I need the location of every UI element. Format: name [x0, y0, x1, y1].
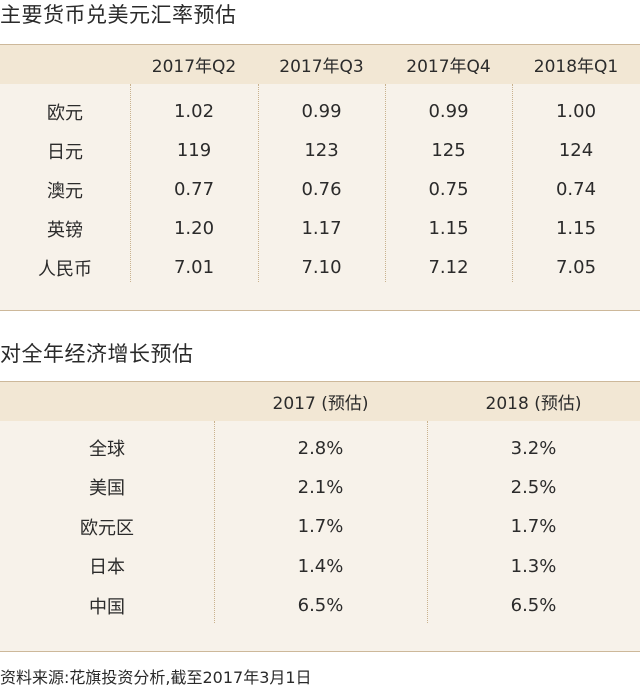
table-cell: 0.74 — [555, 179, 597, 200]
gdp-forecast-table: 2017 (预估) 2018 (预估) 全球 2.8% 3.2% 美国 2.1%… — [0, 381, 640, 652]
table-cell: 1.17 — [301, 218, 342, 239]
table-cell: 1.20 — [173, 218, 215, 239]
fx-column-divider — [258, 84, 259, 282]
table-cell: 1.00 — [555, 101, 597, 122]
region-label: 日本 — [89, 557, 125, 579]
gdp-header-2017: 2017 (预估) — [272, 394, 369, 415]
table-cell: 2.8% — [297, 437, 344, 459]
fx-table-header: 2017年Q2 2017年Q3 2017年Q4 2018年Q1 — [0, 45, 640, 84]
currency-label: 英镑 — [47, 219, 83, 241]
gdp-section-title: 对全年经济增长预估 — [0, 342, 194, 366]
table-cell: 125 — [431, 140, 466, 161]
fx-header-2018q1: 2018年Q1 — [533, 57, 619, 77]
table-row: 日本 1.4% 1.3% — [0, 547, 640, 586]
gdp-table-header: 2017 (预估) 2018 (预估) — [0, 382, 640, 422]
region-label: 欧元区 — [80, 517, 134, 539]
fx-header-2017q3: 2017年Q3 — [279, 57, 364, 77]
region-label: 美国 — [89, 478, 125, 500]
gdp-table-body: 全球 2.8% 3.2% 美国 2.1% 2.5% 欧元区 1.7% 1.7% … — [0, 421, 640, 625]
fx-forecast-table: 2017年Q2 2017年Q3 2017年Q4 2018年Q1 欧元 1.02 … — [0, 44, 640, 311]
fx-section-title: 主要货币兑美元汇率预估 — [0, 3, 237, 27]
table-cell: 0.75 — [428, 179, 469, 200]
currency-label: 人民币 — [38, 258, 92, 280]
table-cell: 7.01 — [173, 257, 215, 278]
fx-column-divider — [130, 84, 131, 282]
table-row: 英镑 1.20 1.17 1.15 1.15 — [0, 209, 640, 248]
gdp-header-2018: 2018 (预估) — [485, 394, 582, 415]
fx-table-body: 欧元 1.02 0.99 0.99 1.00 日元 119 123 125 12… — [0, 84, 640, 282]
fx-header-2017q2: 2017年Q2 — [151, 57, 237, 77]
table-cell: 1.02 — [173, 101, 215, 122]
currency-label: 澳元 — [47, 180, 83, 202]
table-cell: 7.10 — [301, 257, 342, 278]
table-cell: 1.4% — [297, 555, 344, 577]
table-cell: 7.12 — [428, 257, 469, 278]
table-cell: 0.77 — [173, 179, 215, 200]
table-cell: 1.7% — [297, 516, 344, 538]
table-row: 全球 2.8% 3.2% — [0, 428, 640, 467]
gdp-column-divider — [214, 421, 215, 624]
table-cell: 7.05 — [555, 257, 597, 278]
table-row: 日元 119 123 125 124 — [0, 131, 640, 170]
fx-header-2017q4: 2017年Q4 — [406, 57, 491, 77]
table-cell: 1.15 — [428, 218, 469, 239]
table-cell: 124 — [558, 140, 594, 161]
table-row: 欧元区 1.7% 1.7% — [0, 507, 640, 546]
table-cell: 0.99 — [301, 101, 342, 122]
table-cell: 2.5% — [510, 476, 557, 498]
table-cell: 0.76 — [301, 179, 342, 200]
currency-label: 欧元 — [47, 102, 83, 124]
currency-label: 日元 — [47, 141, 83, 163]
table-cell: 123 — [304, 140, 339, 161]
fx-column-divider — [385, 84, 386, 282]
table-cell: 1.7% — [510, 516, 557, 538]
table-row: 澳元 0.77 0.76 0.75 0.74 — [0, 170, 640, 209]
table-cell: 3.2% — [510, 437, 557, 459]
gdp-column-divider — [427, 421, 428, 624]
table-cell: 6.5% — [297, 595, 344, 617]
table-cell: 1.3% — [510, 555, 557, 577]
table-cell: 0.99 — [428, 101, 469, 122]
table-row: 中国 6.5% 6.5% — [0, 586, 640, 625]
table-row: 美国 2.1% 2.5% — [0, 468, 640, 507]
table-row: 人民币 7.01 7.10 7.12 7.05 — [0, 248, 640, 287]
region-label: 中国 — [89, 596, 125, 618]
region-label: 全球 — [89, 439, 125, 461]
fx-column-divider — [512, 84, 513, 282]
table-cell: 6.5% — [510, 595, 557, 617]
table-cell: 2.1% — [297, 476, 344, 498]
table-cell: 119 — [176, 140, 212, 161]
source-note: 资料来源:花旗投资分析,截至2017年3月1日 — [0, 668, 312, 687]
table-cell: 1.15 — [555, 218, 597, 239]
table-row: 欧元 1.02 0.99 0.99 1.00 — [0, 92, 640, 131]
